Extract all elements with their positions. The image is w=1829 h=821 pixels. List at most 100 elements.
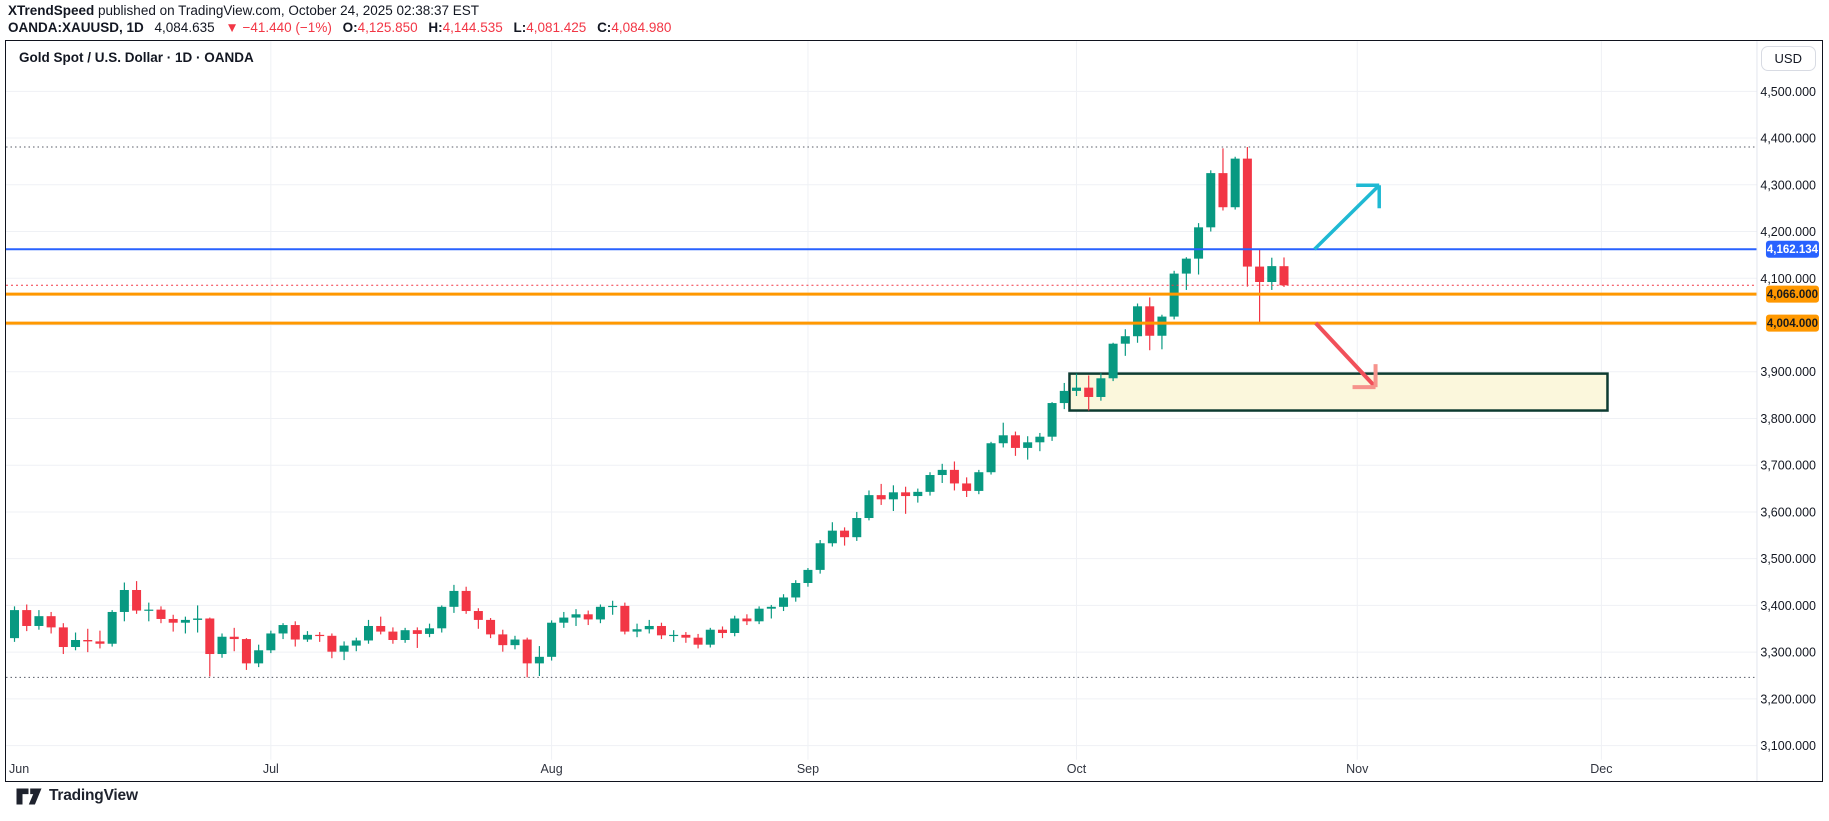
candle-body [315,634,325,637]
candle-body [742,618,752,622]
candle-body [913,491,923,497]
candle-body [669,634,679,637]
candle-body [278,625,288,634]
price-tick-label: 4,100.000 [1760,272,1816,286]
time-tick-label: Dec [1590,762,1612,776]
high-label: H: [428,20,443,35]
candle-body [595,606,605,620]
candle-body [937,469,947,476]
chart-canvas[interactable]: 4,162.134 4,066.000 4,004.000 4,500.000 4,40… [6,41,1822,781]
candle-body [412,630,422,634]
candle-body [1230,158,1240,208]
candle-body [1279,266,1289,286]
candle-body [144,609,154,611]
candle-body [95,641,105,644]
candle-body [1120,336,1130,344]
price-level-axis-label: 4,004.000 [1767,318,1818,330]
candle-body [437,606,447,629]
candle-body [1059,390,1069,404]
candle-body [1242,158,1252,267]
candle-body [180,619,190,623]
low-value: 4,081.425 [526,20,587,35]
candle-body [925,475,935,492]
candle-body [363,625,374,641]
time-tick-label: Jun [9,762,29,776]
candle-body [1010,435,1020,448]
candle-body [22,610,32,626]
candle-body [864,495,874,519]
candle-body [156,609,166,619]
candle-body [717,629,727,633]
price-tick-label: 3,400.000 [1760,599,1816,613]
candle-body [559,617,569,623]
candle-body [620,605,630,632]
candle-body [449,590,459,607]
price-tick-label: 3,200.000 [1760,692,1816,706]
chart-title: Gold Spot / U.S. Dollar · 1D · OANDA [19,50,254,65]
candle-body [58,627,68,648]
candle-body [254,650,264,664]
candle-body [1267,266,1277,283]
candle-body [1145,306,1155,336]
candle-body [608,605,618,608]
candle-body [351,640,361,646]
candle-body [168,618,178,623]
symbol-info-row: OANDA:XAUUSD, 1D 4,084.635 ▼ −41.440 (−1… [8,19,671,36]
price-tick-label: 4,400.000 [1760,132,1816,146]
price-level-axis-label-bg [1765,285,1819,303]
open-label: O: [342,20,358,35]
high-value: 4,144.535 [442,20,503,35]
price-level-axis-label: 4,162.134 [1767,244,1819,256]
candle-body [632,629,642,632]
candle-body [901,492,911,497]
candle-body [730,618,740,633]
candle-body [473,611,483,620]
time-tick-label: Sep [797,762,819,776]
candle-body [644,625,654,630]
candle-body [1133,306,1143,337]
tradingview-logo[interactable]: TradingView [16,787,138,805]
candle-body [1023,442,1033,448]
candle-body [1157,316,1167,336]
candle-body [400,630,410,641]
price-level-axis-label-bg [1765,314,1819,332]
candle-body [46,616,56,628]
up-arrow-shaft[interactable] [1313,184,1381,251]
price-tick-label: 3,500.000 [1760,552,1816,566]
candle-body [1047,403,1057,437]
candle-body [34,616,44,626]
candle-body [290,625,300,640]
candle-body [1181,258,1191,274]
down-arrow-shaft[interactable] [1314,321,1378,389]
candle-body [510,639,520,646]
candle-body [986,443,996,473]
candle-body [1206,173,1216,228]
byline-text: published on TradingView.com, October 24… [94,3,480,18]
time-tick-label: Aug [540,762,562,776]
candle-body [693,637,703,645]
candle-body [779,597,789,607]
price-tick-label: 3,900.000 [1760,365,1816,379]
candle-body [534,656,544,664]
byline: XTrendSpeed published on TradingView.com… [8,3,479,19]
close-label: C: [597,20,612,35]
price-tick-label: 3,600.000 [1760,505,1816,519]
candle-body [461,590,471,612]
candle-body [803,569,813,583]
candle-body [1071,387,1081,391]
candle-body [1108,343,1118,379]
candle-body [705,629,715,645]
candle-body [571,614,581,618]
tradingview-logo-icon [16,788,42,804]
candle-body [205,618,215,655]
candle-body [132,589,142,611]
time-tick-label: Jul [263,762,279,776]
candle-body [327,635,337,652]
candle-body [840,530,850,538]
currency-badge: USD [1760,46,1816,71]
supply-demand-zone[interactable] [1068,372,1609,412]
candle-body [229,636,239,640]
price-tick-label: 3,300.000 [1760,646,1816,660]
candle-body [266,633,276,651]
